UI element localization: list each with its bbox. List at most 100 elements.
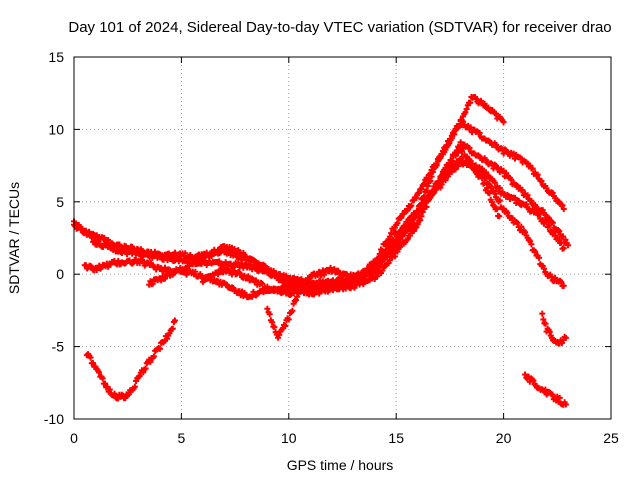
data-point [111,390,118,397]
data-point [289,307,296,314]
data-point [509,215,516,222]
x-tick-label: 5 [178,430,186,446]
data-point [479,175,486,182]
data-point [493,206,500,213]
data-point [136,372,143,379]
data-point [156,345,163,352]
data-point [423,187,430,194]
data-point [360,281,367,288]
data-point [408,202,415,209]
data-point [491,179,498,186]
data-point [466,144,473,151]
y-tick-label: 15 [48,49,64,65]
data-point [404,207,411,214]
data-point [504,209,511,216]
data-point [523,201,530,208]
data-point [410,227,417,234]
data-point [448,158,455,165]
data-point [558,239,565,246]
data-point [390,227,397,234]
data-point [420,181,427,188]
data-point [451,131,458,138]
data-point [96,369,103,376]
data-point [447,161,454,168]
data-point [235,247,242,254]
data-point [321,271,328,278]
data-point [418,185,425,192]
data-point [558,279,565,286]
data-point [415,212,422,219]
data-point [542,386,549,393]
data-point [303,280,310,287]
data-point [455,149,462,156]
data-point [549,189,556,196]
data-point [463,106,470,113]
data-point [463,153,470,160]
x-tick-label: 25 [603,430,619,446]
data-point [427,177,434,184]
data-point [102,380,109,387]
data-point [535,254,542,261]
data-point [476,130,483,137]
data-point [487,183,494,190]
data-point [518,223,525,230]
data-point [381,254,388,261]
data-point [161,275,168,282]
data-point [529,165,536,172]
data-point [541,265,548,272]
data-point [559,339,566,346]
data-point [484,185,491,192]
x-tick-label: 15 [388,430,404,446]
data-point [515,197,522,204]
data-point [549,219,556,226]
data-point [433,162,440,169]
x-tick-label: 20 [496,430,512,446]
data-point [105,236,112,243]
data-point [399,233,406,240]
data-point [245,273,252,280]
data-point [259,280,266,287]
data-point [500,150,507,157]
data-point [415,190,422,197]
x-tick-label: 10 [281,430,297,446]
x-axis-label: GPS time / hours [287,457,394,473]
data-point [496,213,503,220]
data-point [215,271,222,278]
data-point [394,220,401,227]
series-track-8 [539,310,569,347]
data-point [469,160,476,167]
data-point [420,203,427,210]
data-point [556,228,563,235]
data-point [549,391,556,398]
data-points [71,93,572,408]
data-point [524,192,531,199]
data-point [106,386,113,393]
data-point [292,296,299,303]
data-point [527,238,534,245]
data-point [493,110,500,117]
data-point [424,183,431,190]
data-point [230,285,237,292]
data-point [150,353,157,360]
data-point [429,169,436,176]
data-point [559,233,566,240]
series-track-7 [83,317,178,402]
data-point [374,264,381,271]
data-point [418,207,425,214]
data-point [357,273,364,280]
data-point [460,118,467,125]
data-point [316,268,323,275]
y-tick-label: -10 [44,411,64,427]
data-point [522,371,529,378]
data-point [432,185,439,192]
data-point [394,239,401,246]
data-point [335,267,342,274]
data-point [436,179,443,186]
data-point [562,236,569,243]
data-point [542,320,549,327]
data-point [538,178,545,185]
data-point [131,383,138,390]
data-point [496,197,503,204]
data-point [86,228,93,235]
data-point [443,167,450,174]
